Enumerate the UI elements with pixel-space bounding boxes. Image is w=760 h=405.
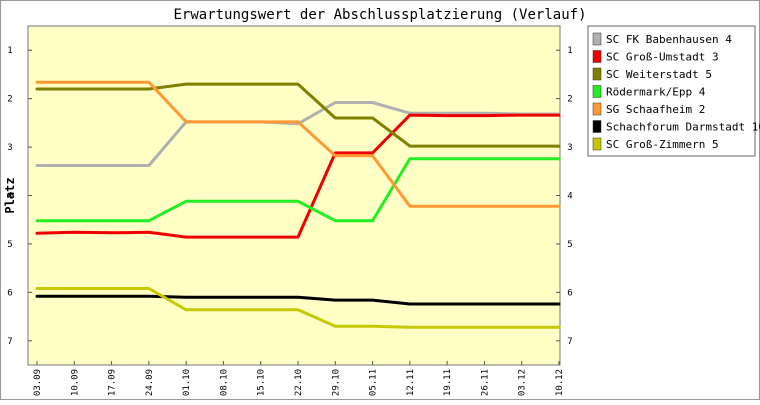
lines-layer <box>35 80 561 329</box>
y-tick-label-left: 7 <box>7 337 12 347</box>
y-tick-label-right: 1 <box>567 46 572 56</box>
legend-swatch <box>592 137 602 151</box>
x-tick-label: 26.11 <box>480 369 490 396</box>
series-line-5 <box>35 80 561 208</box>
y-tick-label-left: 3 <box>7 143 12 153</box>
legend-swatch <box>592 102 602 116</box>
y-tick-label-right: 5 <box>567 240 572 250</box>
x-tick-label: 24.09 <box>145 369 155 396</box>
legend-label: SC Groß-Umstadt 3 <box>606 51 719 64</box>
series-line-3 <box>35 82 561 148</box>
y-tick-label-right: 6 <box>567 288 572 298</box>
legend-label: SC Groß-Zimmern 5 <box>606 138 719 151</box>
legend: SC FK Babenhausen 4 SC Groß-Umstadt 3 SC W… <box>587 25 760 157</box>
legend-swatch <box>592 67 602 81</box>
legend-swatch <box>592 32 602 46</box>
x-tick-label: 08.10 <box>219 369 229 396</box>
legend-label: SG Schaafheim 2 <box>606 103 705 116</box>
series-line-2 <box>35 113 561 239</box>
x-tick-label: 03.12 <box>518 369 528 396</box>
legend-swatch <box>592 120 602 133</box>
x-tick-label: 10.09 <box>70 369 80 396</box>
y-tick-label-left: 4 <box>7 192 12 202</box>
legend-swatch <box>592 85 602 98</box>
legend-box <box>587 25 756 157</box>
y-tick-label-left: 6 <box>7 288 12 298</box>
plot-area <box>27 25 561 366</box>
legend-label: SC FK Babenhausen 4 <box>606 33 732 46</box>
series-line-6 <box>35 294 561 306</box>
x-tick-label: 10.12 <box>555 369 565 396</box>
x-tick-label: 01.10 <box>182 369 192 396</box>
y-tick-label-right: 4 <box>567 192 572 202</box>
legend-label: SC Weiterstadt 5 <box>606 68 712 81</box>
x-tick-label: 12.11 <box>406 369 416 396</box>
y-axis-label: Platz <box>3 177 17 213</box>
x-tick-label: 19.11 <box>443 369 453 396</box>
x-tick-label: 05.11 <box>369 369 379 396</box>
x-tick-label: 29.10 <box>331 369 341 396</box>
y-tick-label-right: 7 <box>567 337 572 347</box>
series-line-4 <box>35 157 561 223</box>
ticks-layer: 1 1 2 2 3 3 4 4 5 5 6 6 7 7 03.09 10.09 17.09 24.09 01.10 0… <box>7 46 572 396</box>
x-tick-label: 22.10 <box>294 369 304 396</box>
legend-label: Rödermark/Epp 4 <box>606 86 706 99</box>
x-tick-label: 15.10 <box>257 369 267 396</box>
chart-title: Erwartungswert der Abschlussplatzierung … <box>173 7 586 23</box>
x-tick-label: 03.09 <box>33 369 43 396</box>
y-tick-label-left: 1 <box>7 46 12 56</box>
x-tick-label: 17.09 <box>108 369 118 396</box>
y-tick-label-right: 3 <box>567 143 572 153</box>
y-tick-label-right: 2 <box>567 95 572 105</box>
series-line-7 <box>35 287 561 329</box>
y-tick-label-left: 5 <box>7 240 12 250</box>
legend-swatch <box>592 50 602 63</box>
legend-label: Schachforum Darmstadt 10 <box>606 121 760 134</box>
y-tick-label-left: 2 <box>7 95 12 105</box>
